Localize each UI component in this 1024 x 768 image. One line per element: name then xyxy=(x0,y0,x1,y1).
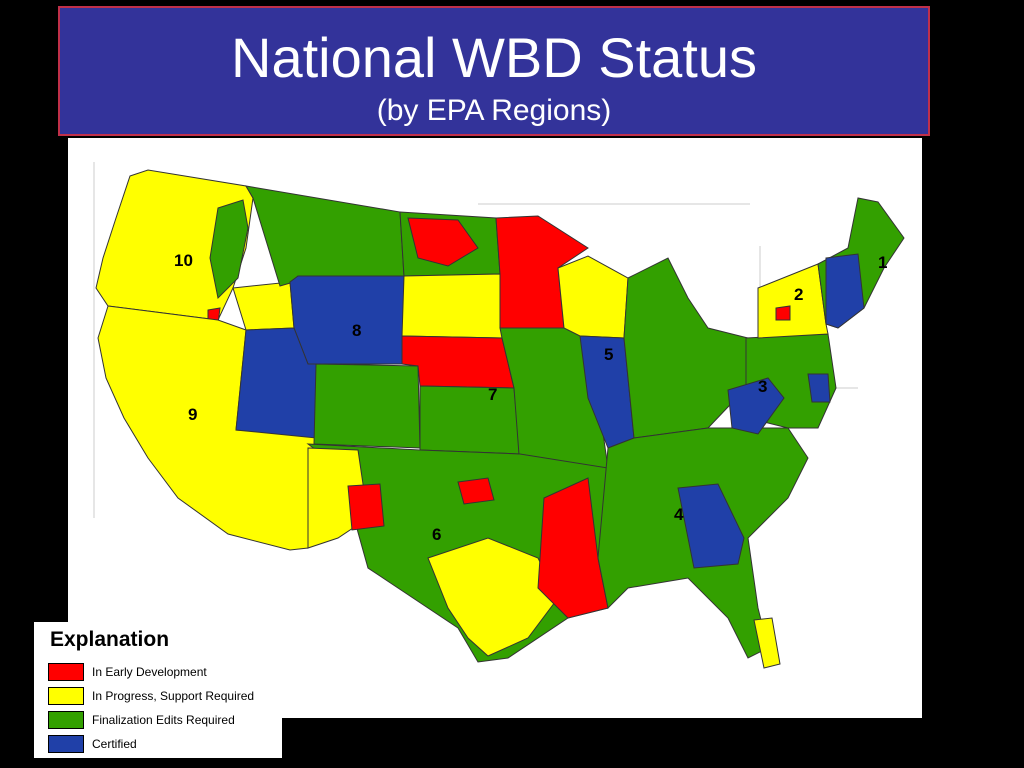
legend-item-early-development: In Early Development xyxy=(48,660,282,684)
region-8-nd-red xyxy=(407,217,479,267)
legend-item-finalization: Finalization Edits Required xyxy=(48,708,282,732)
region-10-yellow-patch xyxy=(232,281,295,331)
region-4-georgia xyxy=(677,483,745,569)
region-2-area xyxy=(757,263,829,339)
legend-swatch-green xyxy=(48,711,84,729)
region-3-blue-patch xyxy=(727,377,785,435)
region-label-3: 3 xyxy=(758,377,767,396)
region-8-montana xyxy=(245,185,405,287)
region-label-5: 5 xyxy=(604,345,613,364)
legend-item-in-progress: In Progress, Support Required xyxy=(48,684,282,708)
region-label-2: 2 xyxy=(794,285,803,304)
region-8-colorado xyxy=(313,363,421,449)
region-label-4: 4 xyxy=(674,505,684,524)
title-banner: National WBD Status (by EPA Regions) xyxy=(58,6,930,136)
region-8-south-dakota xyxy=(401,273,503,339)
slide-subtitle: (by EPA Regions) xyxy=(376,94,612,127)
legend-item-label: In Early Development xyxy=(92,665,207,679)
region-6-red-patch xyxy=(457,477,495,505)
region-10-green-patch xyxy=(209,199,249,300)
region-5-wisconsin xyxy=(557,255,629,339)
region-3-blue-patch xyxy=(807,373,831,403)
map-legend: Explanation In Early Development In Prog… xyxy=(34,622,282,758)
region-8-wyoming xyxy=(289,275,405,365)
region-10-area xyxy=(95,169,254,321)
region-label-9: 9 xyxy=(188,405,197,424)
region-label-6: 6 xyxy=(432,525,441,544)
legend-swatch-blue xyxy=(48,735,84,753)
region-4-florida-yellow xyxy=(753,617,781,669)
region-7-kansas xyxy=(419,385,521,455)
us-map-svg: 10 9 8 7 6 5 4 3 2 1 xyxy=(93,162,905,669)
legend-title: Explanation xyxy=(50,628,170,651)
region-6-texas-yellow xyxy=(427,537,559,657)
region-2-red-patch xyxy=(775,305,791,321)
legend-item-label: Finalization Edits Required xyxy=(92,713,235,727)
region-label-7: 7 xyxy=(488,385,497,404)
region-5-michigan-indiana-ohio xyxy=(623,257,749,439)
legend-item-label: In Progress, Support Required xyxy=(92,689,255,703)
legend-item-label: Certified xyxy=(92,737,137,751)
us-map: 10 9 8 7 6 5 4 3 2 1 xyxy=(68,138,922,718)
region-1-blue-patch xyxy=(825,253,865,329)
region-label-8: 8 xyxy=(352,321,361,340)
region-label-1: 1 xyxy=(878,253,887,272)
slide-title: National WBD Status xyxy=(231,26,757,89)
region-label-10: 10 xyxy=(174,251,193,270)
legend-item-certified: Certified xyxy=(48,732,282,756)
legend-swatch-red xyxy=(48,663,84,681)
legend-swatch-yellow xyxy=(48,687,84,705)
region-6-red-patch xyxy=(347,483,385,531)
